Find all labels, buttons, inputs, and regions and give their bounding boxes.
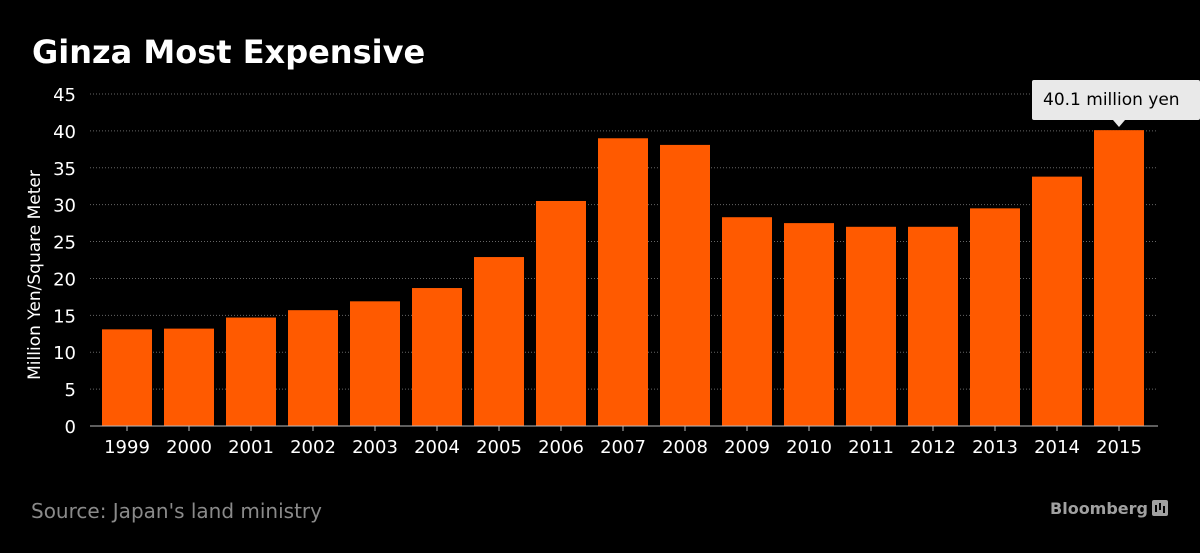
bar-2011	[846, 226, 896, 426]
x-tick-label-1999: 1999	[104, 437, 150, 458]
x-tick-label-2014: 2014	[1034, 437, 1080, 458]
y-axis-label: Million Yen/Square Meter	[25, 170, 45, 380]
x-tick-label-2002: 2002	[290, 437, 336, 458]
x-tick-label-2003: 2003	[352, 437, 398, 458]
brand-logo: Bloomberg	[1050, 499, 1148, 518]
source-note: Source: Japan's land ministry	[31, 499, 322, 523]
bars	[102, 130, 1144, 426]
bar-2005	[474, 257, 524, 426]
bar-1999	[102, 329, 152, 426]
bar-2015	[1094, 130, 1144, 426]
bar-2003	[350, 301, 400, 426]
x-tick-label-2008: 2008	[662, 437, 708, 458]
bar-2004	[412, 288, 462, 426]
x-tick-label-2006: 2006	[538, 437, 584, 458]
y-tick-label: 15	[53, 306, 76, 327]
bar-2008	[660, 144, 710, 426]
bar-2013	[970, 208, 1020, 426]
bloomberg-chart-icon	[1152, 500, 1168, 516]
y-tick-label: 35	[53, 159, 76, 180]
bar-2014	[1032, 176, 1082, 426]
y-axis-ticks: 0 5 10 15 20 25 30 35 40 45	[53, 85, 76, 438]
x-tick-label-2001: 2001	[228, 437, 274, 458]
x-tick-label-2010: 2010	[786, 437, 832, 458]
y-tick-label: 45	[53, 85, 76, 106]
x-axis-ticks: 1999 2000 2001 2002 2003 2004 2005 2006 2007 2008…	[104, 426, 1142, 458]
x-tick-label-2011: 2011	[848, 437, 894, 458]
y-tick-label: 20	[53, 269, 76, 290]
bar-2007	[598, 138, 648, 426]
y-tick-label: 40	[53, 122, 76, 143]
callout-pointer	[1113, 120, 1125, 127]
x-tick-label-2013: 2013	[972, 437, 1018, 458]
bar-2002	[288, 310, 338, 426]
bar-2000	[164, 328, 214, 426]
y-tick-label: 0	[65, 417, 76, 438]
x-tick-label-2007: 2007	[600, 437, 646, 458]
y-tick-label: 30	[53, 196, 76, 217]
y-tick-label: 10	[53, 343, 76, 364]
x-tick-label-2000: 2000	[166, 437, 212, 458]
chart-title: Ginza Most Expensive	[32, 33, 426, 71]
x-tick-label-2009: 2009	[724, 437, 770, 458]
x-tick-label-2015: 2015	[1096, 437, 1142, 458]
bar-2012	[908, 226, 958, 426]
bar-2006	[536, 200, 586, 426]
bar-2010	[784, 223, 834, 426]
value-callout: 40.1 million yen	[1032, 80, 1200, 120]
y-tick-label: 25	[53, 233, 76, 254]
x-tick-label-2004: 2004	[414, 437, 460, 458]
bar-2001	[226, 317, 276, 426]
x-tick-label-2005: 2005	[476, 437, 522, 458]
y-tick-label: 5	[65, 380, 76, 401]
bar-2009	[722, 217, 772, 426]
x-tick-label-2012: 2012	[910, 437, 956, 458]
